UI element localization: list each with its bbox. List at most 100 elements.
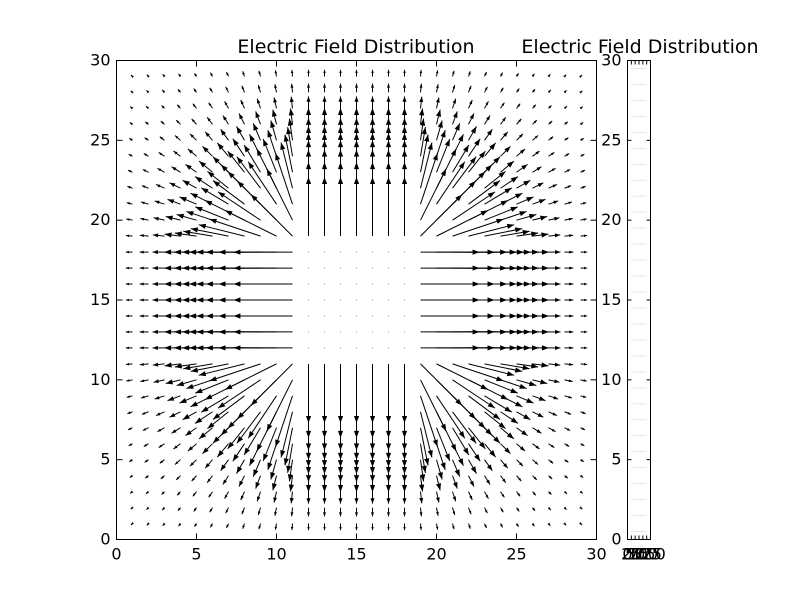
field-arrow	[252, 123, 261, 141]
field-arrow	[578, 522, 583, 526]
field-arrow	[193, 88, 197, 93]
field-arrow	[500, 87, 504, 93]
field-arrow	[420, 127, 427, 157]
field-arrow	[206, 116, 213, 125]
field-arrow	[256, 98, 261, 109]
field-arrow	[202, 443, 213, 455]
field-arrow	[126, 379, 133, 382]
field-arrow	[267, 443, 277, 471]
colorbar-y-tick-label: 20	[601, 210, 621, 229]
field-arrow	[500, 145, 511, 157]
field-arrow	[580, 282, 588, 286]
field-arrow	[353, 363, 360, 423]
field-arrow	[484, 491, 489, 499]
colorbar-axes: Electric Field Distribution 0 5 10 15 20 25 30…	[521, 36, 758, 564]
field-arrow	[233, 313, 293, 319]
field-arrow	[271, 475, 277, 491]
field-arrow	[468, 71, 471, 77]
field-arrow	[139, 266, 149, 270]
field-arrow	[468, 395, 501, 420]
field-arrow	[484, 206, 518, 221]
field-point	[403, 331, 406, 333]
field-arrow	[208, 102, 213, 109]
field-arrow	[452, 427, 470, 456]
field-arrow	[452, 70, 455, 77]
field-arrow	[369, 363, 376, 423]
field-arrow	[548, 184, 558, 189]
field-arrow	[564, 169, 571, 173]
field-arrow	[484, 115, 491, 125]
field-point	[403, 299, 406, 301]
field-arrow	[206, 475, 213, 484]
field-arrow	[532, 491, 537, 496]
field-point	[307, 299, 310, 301]
field-arrow	[500, 459, 509, 469]
field-arrow	[452, 111, 458, 125]
field-point	[355, 331, 358, 333]
x-tick-label: 25	[506, 545, 526, 564]
field-point	[403, 251, 406, 253]
field-arrow	[176, 379, 197, 387]
field-arrow	[225, 507, 229, 514]
field-arrow	[130, 90, 134, 94]
field-arrow	[564, 475, 568, 479]
field-point	[403, 283, 406, 285]
field-arrow	[167, 395, 181, 402]
field-arrow	[139, 282, 149, 286]
field-point	[371, 267, 374, 269]
field-arrow	[139, 346, 149, 350]
colorbar-y-tick-label: 10	[601, 370, 621, 389]
field-arrow	[548, 459, 554, 464]
field-arrow	[339, 69, 342, 77]
field-arrow	[436, 138, 451, 173]
field-arrow	[548, 313, 561, 319]
field-point	[323, 299, 326, 301]
field-arrow	[580, 395, 587, 398]
field-point	[323, 251, 326, 253]
field-arrow	[452, 491, 457, 502]
field-arrow	[258, 70, 261, 77]
field-arrow	[286, 127, 293, 157]
field-arrow	[224, 101, 229, 109]
field-arrow	[306, 491, 311, 504]
field-arrow	[435, 97, 440, 109]
field-arrow	[158, 152, 165, 157]
field-arrow	[500, 176, 519, 189]
field-arrow	[452, 156, 477, 189]
colorbar-y-tick-label: 30	[601, 51, 621, 70]
field-arrow	[153, 216, 165, 221]
field-arrow	[256, 491, 261, 502]
field-arrow	[516, 103, 521, 109]
field-arrow	[233, 281, 293, 287]
field-arrow	[129, 474, 133, 479]
field-arrow	[500, 443, 511, 455]
field-point	[403, 267, 406, 269]
field-arrow	[145, 105, 150, 110]
field-arrow	[547, 73, 551, 78]
field-arrow	[548, 379, 560, 384]
field-arrow	[144, 137, 149, 141]
field-arrow	[564, 346, 574, 350]
field-arrow	[185, 427, 197, 437]
field-arrow	[130, 522, 135, 526]
colorbar-y-tick-label: 5	[611, 450, 621, 469]
field-arrow	[548, 329, 561, 334]
field-arrow	[130, 506, 134, 510]
field-arrow	[548, 443, 555, 448]
field-arrow	[227, 150, 245, 173]
field-arrow	[564, 153, 570, 157]
field-arrow	[420, 142, 433, 189]
field-arrow	[532, 313, 549, 319]
field-arrow	[484, 128, 493, 141]
field-arrow	[548, 152, 555, 157]
field-arrow	[547, 507, 552, 511]
field-arrow	[420, 427, 430, 466]
field-arrow	[484, 363, 523, 373]
field-arrow	[419, 523, 423, 531]
field-arrow	[271, 109, 277, 125]
field-point	[355, 283, 358, 285]
field-arrow	[484, 507, 488, 514]
y-tick-label: 25	[90, 130, 110, 149]
field-arrow	[164, 362, 181, 368]
field-arrow	[140, 395, 149, 399]
